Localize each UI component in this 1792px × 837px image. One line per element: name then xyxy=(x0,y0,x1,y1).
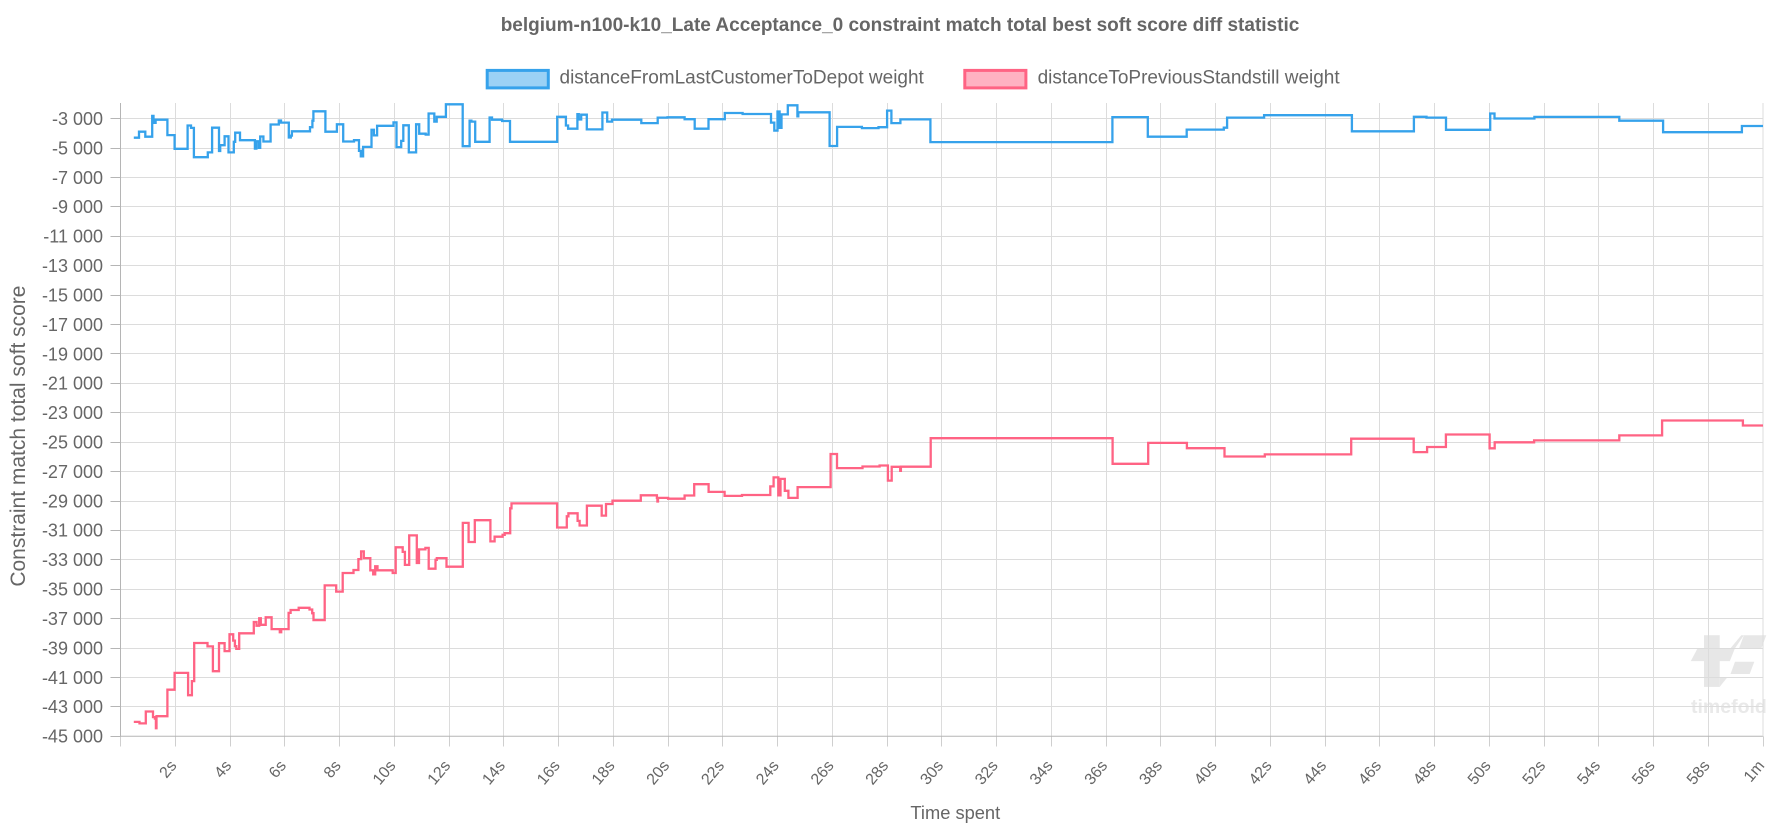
svg-text:-15 000: -15 000 xyxy=(42,286,103,306)
svg-text:-45 000: -45 000 xyxy=(42,727,103,747)
svg-text:2s: 2s xyxy=(157,758,181,782)
svg-text:-41 000: -41 000 xyxy=(42,668,103,688)
svg-text:-27 000: -27 000 xyxy=(42,462,103,482)
svg-text:-35 000: -35 000 xyxy=(42,580,103,600)
svg-text:-31 000: -31 000 xyxy=(42,521,103,541)
svg-text:-17 000: -17 000 xyxy=(42,315,103,335)
svg-text:-37 000: -37 000 xyxy=(42,609,103,629)
svg-text:-23 000: -23 000 xyxy=(42,403,103,423)
svg-text:Time spent: Time spent xyxy=(910,802,1000,823)
svg-text:-25 000: -25 000 xyxy=(42,433,103,453)
svg-text:Constraint match total soft sc: Constraint match total soft score xyxy=(7,286,30,587)
svg-text:distanceToPreviousStandstill w: distanceToPreviousStandstill weight xyxy=(1038,68,1341,89)
svg-text:-13 000: -13 000 xyxy=(42,256,103,276)
svg-text:4s: 4s xyxy=(211,758,235,782)
svg-text:-21 000: -21 000 xyxy=(42,374,103,394)
svg-text:-5 000: -5 000 xyxy=(52,138,103,158)
svg-text:distanceFromLastCustomerToDepo: distanceFromLastCustomerToDepot weight xyxy=(560,68,925,89)
svg-text:-43 000: -43 000 xyxy=(42,697,103,717)
svg-text:-39 000: -39 000 xyxy=(42,638,103,658)
svg-text:-29 000: -29 000 xyxy=(42,491,103,511)
svg-text:8s: 8s xyxy=(321,758,345,782)
svg-text:6s: 6s xyxy=(266,758,290,782)
svg-text:-3 000: -3 000 xyxy=(52,109,103,129)
svg-text:-33 000: -33 000 xyxy=(42,550,103,570)
svg-text:belgium-n100-k10_Late Acceptan: belgium-n100-k10_Late Acceptance_0 const… xyxy=(501,15,1300,36)
svg-text:-7 000: -7 000 xyxy=(52,168,103,188)
svg-text:-9 000: -9 000 xyxy=(52,197,103,217)
svg-text:-11 000: -11 000 xyxy=(43,227,103,247)
svg-text:-19 000: -19 000 xyxy=(42,344,103,364)
